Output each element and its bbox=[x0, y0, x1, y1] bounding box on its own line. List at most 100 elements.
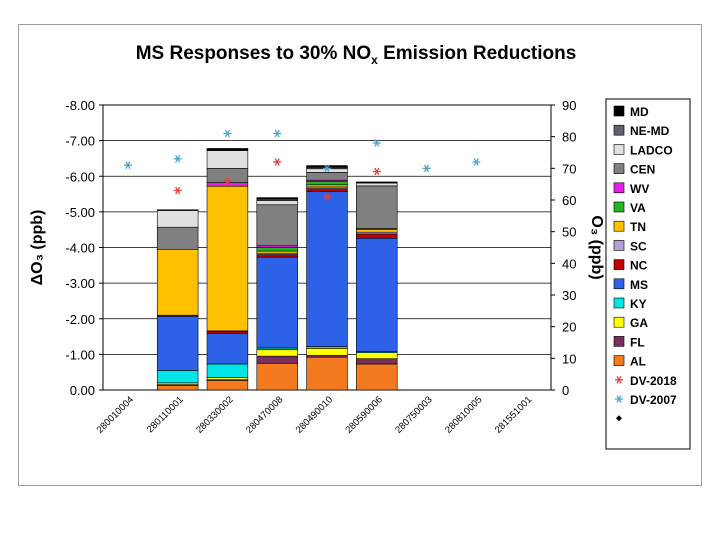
bar-segment-ga bbox=[306, 348, 348, 356]
legend-swatch-fl bbox=[613, 336, 625, 347]
x-tick-label: 280470008 bbox=[244, 394, 285, 435]
legend-label: VA bbox=[630, 201, 646, 215]
bar-segment-ga bbox=[206, 377, 249, 380]
legend-label: MS bbox=[630, 278, 648, 292]
x-tick-label: 280330002 bbox=[194, 394, 235, 435]
y-left-tick-label: -4.00 bbox=[65, 241, 95, 256]
legend-swatch-ladco bbox=[613, 144, 625, 155]
legend-label: MD bbox=[630, 105, 649, 119]
bar-segment-fl bbox=[256, 355, 298, 364]
bar-segment-tn bbox=[356, 229, 398, 233]
y-left-tick-label: -2.00 bbox=[65, 312, 95, 327]
x-tick-label: 280810005 bbox=[443, 394, 484, 435]
legend-swatch-ga bbox=[613, 316, 625, 328]
bar-segment-ky bbox=[206, 363, 249, 378]
legend-swatch-nc bbox=[613, 259, 625, 270]
bar-segment-ms bbox=[356, 237, 398, 352]
y-left-tick-label: -8.00 bbox=[65, 98, 95, 113]
legend-label: FL bbox=[630, 335, 645, 349]
legend-swatch-ky bbox=[613, 297, 625, 309]
y-right-tick-label: 80 bbox=[562, 130, 576, 145]
bar-segment-md bbox=[156, 209, 199, 211]
y-right-axis-title: O₃ (ppb) bbox=[588, 215, 605, 279]
bar-segment-ga bbox=[356, 352, 398, 359]
dv2007-marker bbox=[472, 158, 481, 166]
legend-label: AL bbox=[630, 355, 646, 369]
bar-segment-al bbox=[356, 363, 398, 391]
dv2018-marker bbox=[173, 186, 182, 195]
y-right-tick-label: 40 bbox=[562, 256, 576, 271]
dv2018-marker bbox=[223, 177, 232, 185]
legend-marker-dv-2018 bbox=[615, 376, 623, 384]
bar-segment-al bbox=[156, 385, 199, 391]
legend-label: KY bbox=[630, 297, 647, 311]
bar-segment-md bbox=[256, 197, 298, 200]
dv2007-marker bbox=[273, 129, 282, 138]
dv2018-marker bbox=[323, 193, 331, 201]
bar-segment-ms bbox=[306, 191, 348, 347]
bar-segment-al bbox=[306, 356, 348, 391]
x-tick-label: 280110001 bbox=[145, 394, 186, 435]
legend-swatch-va bbox=[613, 201, 625, 213]
legend-swatch-ms bbox=[613, 278, 625, 290]
x-tick-label: 280010004 bbox=[95, 394, 136, 435]
dv2007-marker bbox=[223, 129, 232, 138]
chart-title: MS Responses to 30% NOx Emission Reducti… bbox=[136, 43, 577, 67]
y-left-tick-label: -6.00 bbox=[65, 169, 95, 184]
bar-segment-cen bbox=[306, 172, 348, 181]
legend-label: NC bbox=[630, 259, 648, 273]
dv2018-marker bbox=[372, 167, 381, 176]
y-right-tick-label: 90 bbox=[562, 98, 576, 113]
x-tick-label: 280750003 bbox=[393, 394, 434, 435]
y-left-tick-label: 0.00 bbox=[70, 383, 95, 398]
y-right-tick-label: 60 bbox=[562, 193, 576, 208]
bar-segment-ky bbox=[156, 370, 199, 384]
bar-segment-ladco bbox=[356, 182, 398, 187]
dv2007-marker bbox=[372, 139, 381, 147]
legend-swatch-tn bbox=[613, 220, 625, 232]
bar-segment-va bbox=[306, 180, 348, 186]
bar-segment-wv bbox=[206, 182, 249, 187]
legend-swatch-sc bbox=[613, 240, 625, 251]
bar-segment-ga bbox=[256, 349, 298, 357]
x-tick-label: 281551001 bbox=[493, 394, 534, 435]
y-right-tick-label: 50 bbox=[562, 225, 576, 240]
legend-marker-dv-2007 bbox=[615, 395, 623, 403]
bar-segment-nc bbox=[206, 331, 249, 335]
bar-segment-al bbox=[256, 362, 298, 391]
legend-label: WV bbox=[630, 182, 649, 196]
legend bbox=[605, 98, 691, 450]
legend-marker-diamond bbox=[616, 415, 622, 422]
legend-swatch-wv bbox=[613, 182, 625, 194]
legend-label: DV-2018 bbox=[630, 374, 677, 388]
legend-label: LADCO bbox=[630, 143, 673, 157]
y-left-tick-label: -7.00 bbox=[65, 134, 95, 149]
bar-segment-ms bbox=[256, 256, 298, 349]
dv2018-marker bbox=[273, 158, 282, 166]
legend-label: NE-MD bbox=[630, 124, 670, 138]
bar-segment-tn bbox=[306, 184, 348, 188]
y-right-tick-label: 30 bbox=[562, 288, 576, 303]
bar-segment-ladco bbox=[256, 200, 298, 206]
y-right-tick-label: 0 bbox=[562, 383, 569, 398]
bar-segment-cen bbox=[156, 226, 199, 250]
bar-segment-al bbox=[206, 380, 249, 391]
bar-segment-fl bbox=[356, 358, 398, 365]
y-right-tick-label: 20 bbox=[562, 320, 576, 335]
y-left-tick-label: -1.00 bbox=[65, 347, 95, 362]
legend-label: TN bbox=[630, 220, 646, 234]
x-tick-label: 280590006 bbox=[343, 394, 384, 435]
legend-label: CEN bbox=[630, 163, 655, 177]
bar-segment-nc bbox=[306, 188, 348, 192]
y-left-tick-label: -5.00 bbox=[65, 205, 95, 220]
bar-segment-tn bbox=[256, 250, 298, 254]
x-tick-label: 280490010 bbox=[294, 394, 335, 435]
bar-segment-cen bbox=[356, 185, 398, 229]
bar-segment-tn bbox=[206, 185, 249, 332]
bar-segment-nc bbox=[256, 254, 298, 258]
legend-label: GA bbox=[630, 316, 648, 330]
dv2007-marker bbox=[123, 161, 132, 169]
bar-segment-nc bbox=[356, 233, 398, 239]
dv2007-marker bbox=[422, 164, 431, 173]
